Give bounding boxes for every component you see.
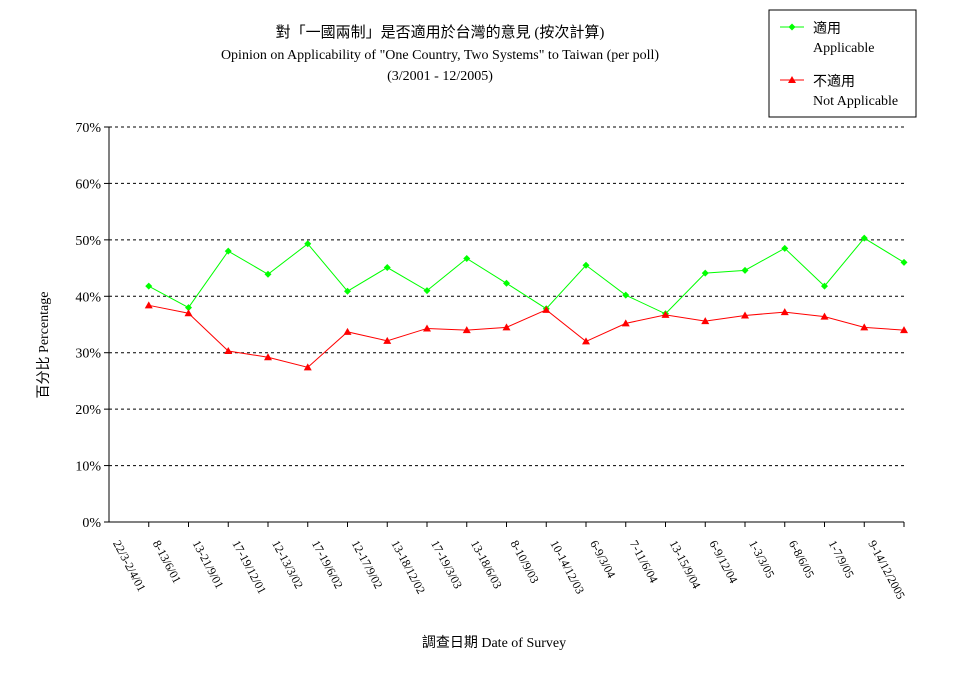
series-line-applicable [148,237,905,315]
data-point-applicable [900,258,908,266]
data-point-not-applicable [542,305,551,313]
legend-label-applicable-zh: 適用 [813,20,841,37]
legend-label-not-applicable-zh: 不適用 [813,73,855,90]
data-point-not-applicable [423,324,431,332]
y-tick-label: 70% [75,121,101,136]
y-axis-title: 百分比 Percentage [36,292,52,399]
data-point-applicable [860,234,868,242]
chart-title: 對「一國兩制」是否適用於台灣的意見 (按次計算) [276,23,605,41]
data-point-not-applicable [621,319,630,327]
data-point-applicable [821,282,828,290]
legend-marker-not-applicable [788,76,796,83]
gridlines [109,126,904,467]
legend-item-not-applicable: 不適用 Not Applicable [780,73,898,109]
data-point-applicable [701,269,709,277]
y-tick-label: 60% [75,177,101,192]
y-tick-label: 0% [82,516,101,531]
axes [104,126,905,527]
y-tick-label: 30% [75,347,101,362]
data-point-not-applicable [900,326,908,334]
chart-period: (3/2001 - 12/2005) [387,69,493,84]
data-point-not-applicable [184,309,193,317]
data-point-applicable [503,279,510,287]
y-tick-label: 50% [75,234,101,249]
legend: 適用 Applicable 不適用 Not Applicable [768,9,917,118]
data-point-applicable [622,291,630,299]
x-axis-title: 調查日期 Date of Survey [422,635,566,651]
chart-subtitle: Opinion on Applicability of "One Country… [221,48,659,63]
data-point-not-applicable [462,326,471,334]
data-point-not-applicable [860,323,869,331]
legend-item-applicable: 適用 Applicable [780,20,874,56]
data-point-not-applicable [820,312,829,320]
data-point-not-applicable [661,310,670,318]
data-point-applicable [582,261,590,269]
data-point-not-applicable [383,336,392,344]
series-applicable [145,234,908,318]
data-point-applicable [344,287,351,295]
data-point-not-applicable [144,301,153,309]
data-point-not-applicable [741,311,749,319]
data-point-applicable [224,247,232,255]
data-point-applicable [185,304,192,312]
series-not-applicable [144,301,908,371]
series [144,234,908,371]
data-point-not-applicable [502,323,511,331]
data-point-applicable [741,266,749,274]
legend-label-applicable-en: Applicable [813,41,874,56]
y-tick-label: 10% [75,460,101,475]
data-point-not-applicable [343,327,352,335]
data-point-not-applicable [582,337,590,345]
data-point-applicable [264,270,272,278]
legend-marker-applicable [788,23,796,31]
series-line-not-applicable [148,304,905,368]
legend-label-not-applicable-en: Not Applicable [813,94,898,109]
data-point-applicable [383,264,391,272]
data-point-applicable [781,244,789,252]
data-point-applicable [304,240,312,248]
data-point-not-applicable [264,353,272,361]
data-point-not-applicable [224,347,233,355]
data-point-applicable [423,287,431,295]
data-point-applicable [145,282,153,290]
data-point-applicable [463,254,471,262]
y-tick-label: 20% [75,403,101,418]
data-point-not-applicable [303,363,312,371]
data-point-not-applicable [780,308,789,316]
y-tick-label: 40% [75,290,101,305]
data-point-not-applicable [701,317,710,325]
y-tick-labels: 0% 10% 20% 30% 40% 50% 60% 70% [75,121,101,531]
